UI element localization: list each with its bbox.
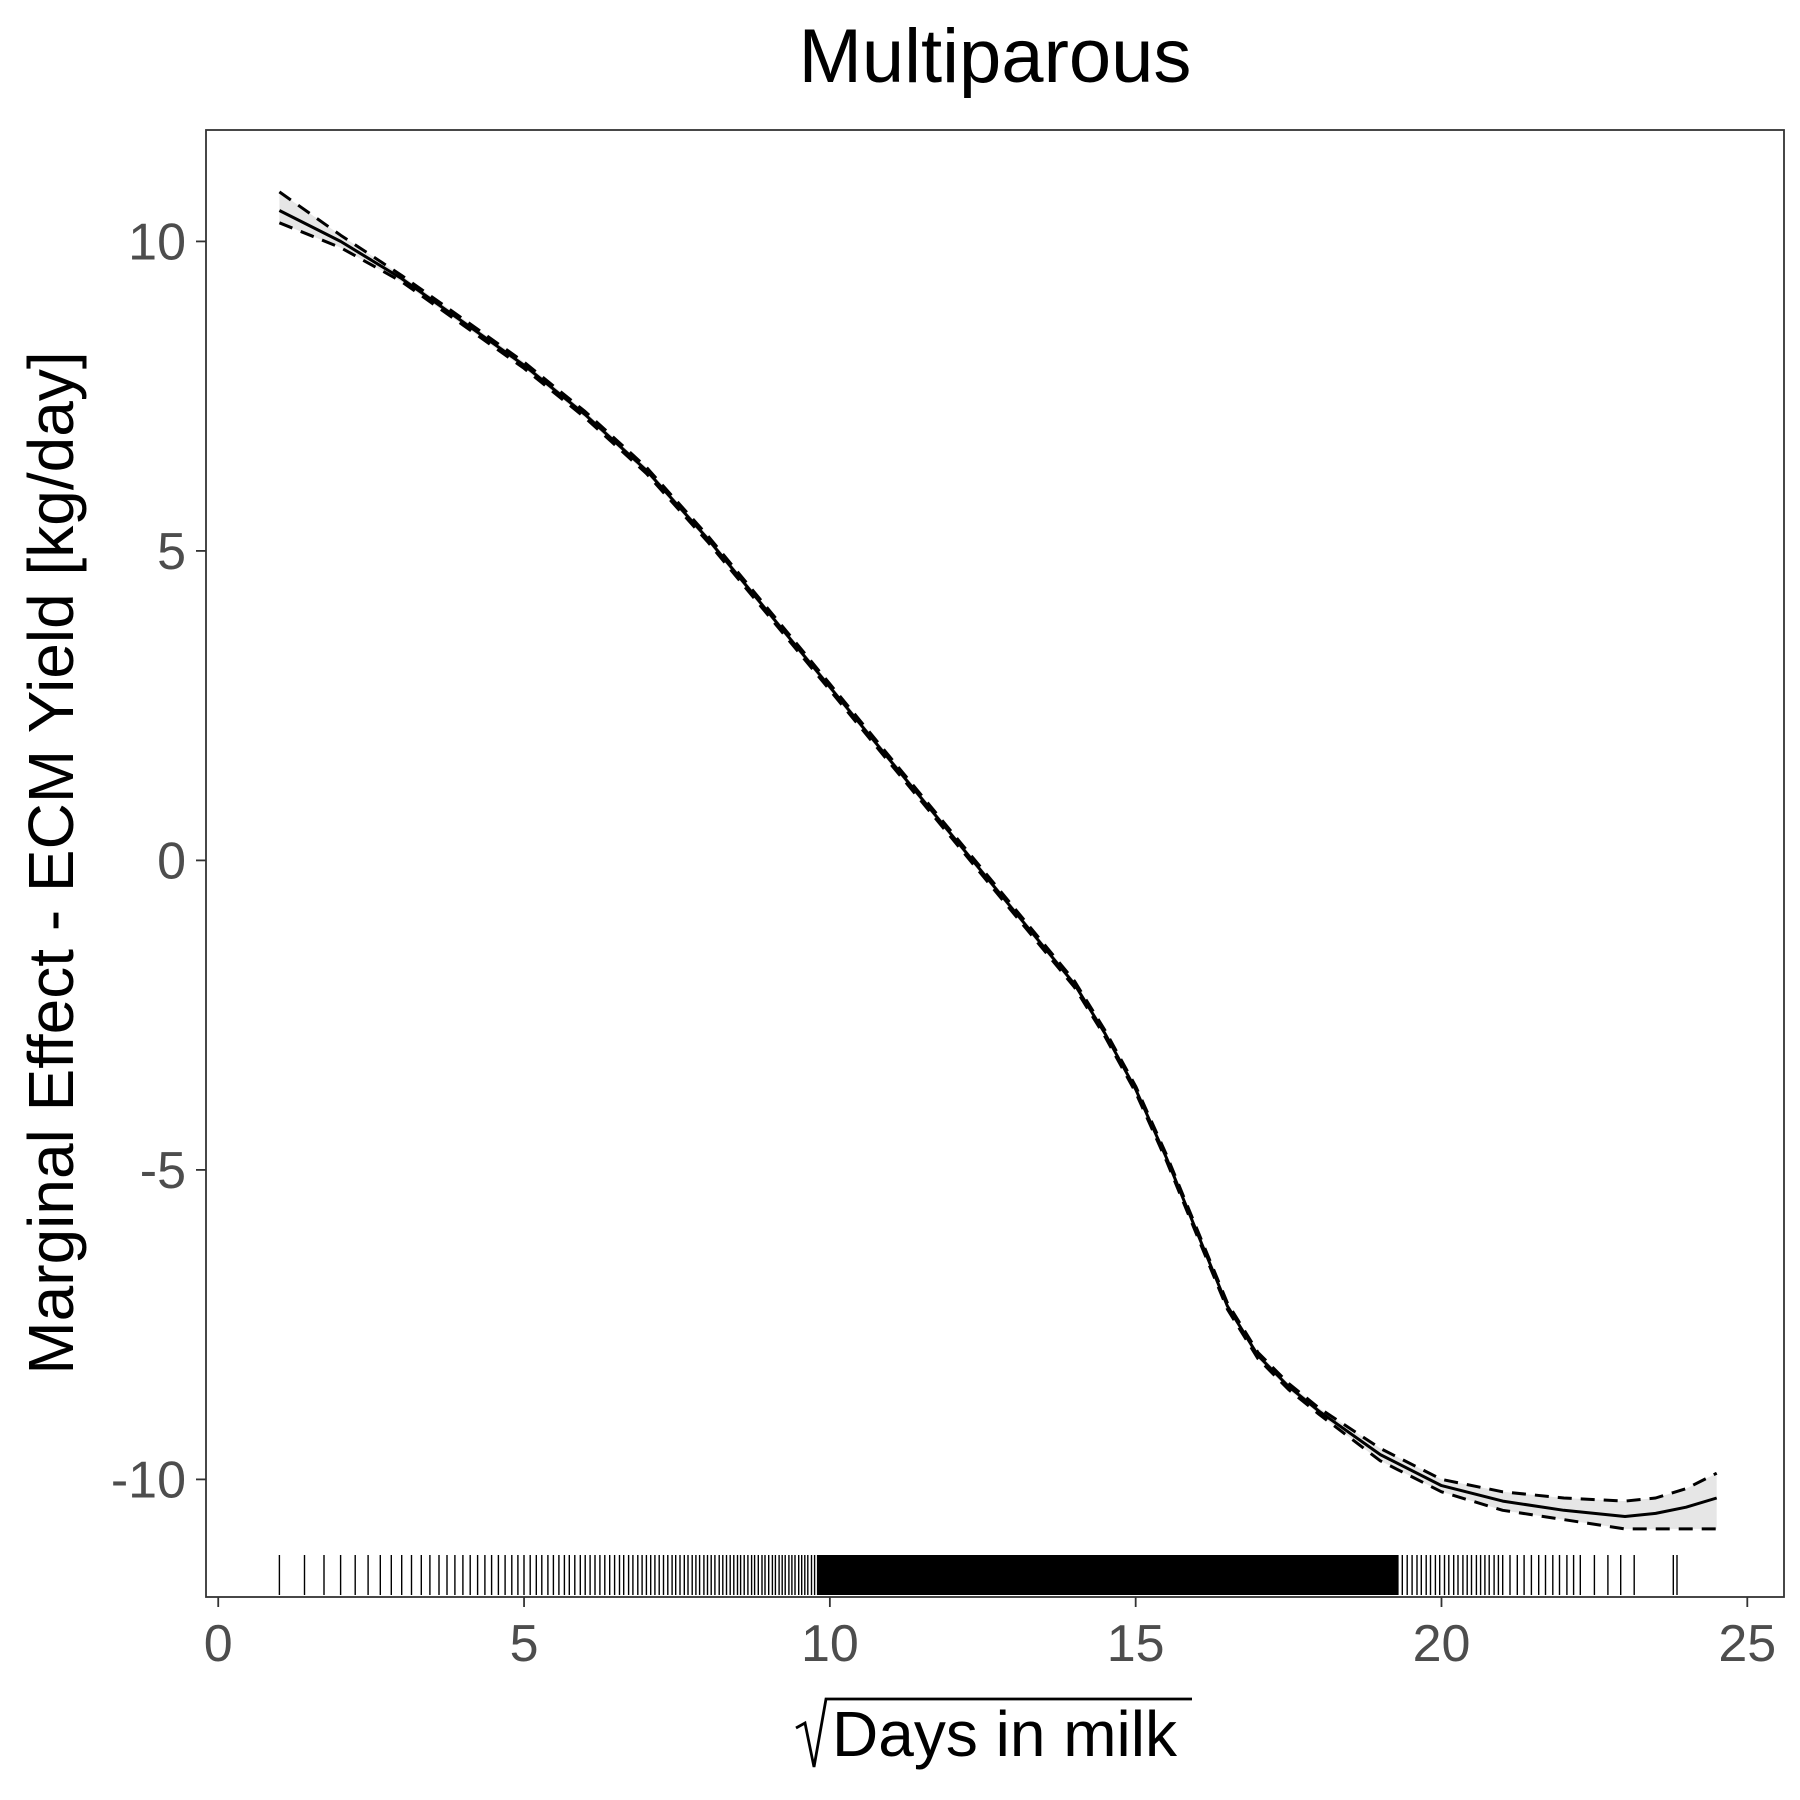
y-tick-label: 5 [157, 523, 186, 581]
x-axis-title: Days in milk [795, 1697, 1192, 1770]
chart-title: Multiparous [799, 14, 1192, 99]
y-tick-label: 0 [157, 832, 186, 890]
y-axis: 10 5 0 -5 -10 [111, 213, 206, 1509]
y-tick-label: -10 [111, 1451, 186, 1509]
y-axis-title: Marginal Effect - ECM Yield [kg/day] [15, 351, 87, 1374]
sqrt-radical-symbol [795, 1697, 1192, 1768]
x-axis: 0 5 10 15 20 25 [204, 1597, 1776, 1673]
x-tick-label: 15 [1107, 1615, 1165, 1673]
plot-panel-border [205, 129, 1785, 1598]
x-tick-label: 5 [510, 1615, 539, 1673]
rug-dense-region [817, 1555, 1399, 1595]
x-tick-label: 25 [1718, 1615, 1776, 1673]
x-tick-label: 0 [204, 1615, 233, 1673]
x-tick-label: 10 [801, 1615, 859, 1673]
upper-bound-line [278, 190, 1718, 1503]
estimate-line [278, 209, 1718, 1518]
x-axis-title-text: Days in milk [832, 1698, 1178, 1770]
rug-marks [278, 1555, 1678, 1595]
y-tick-label: -5 [140, 1142, 186, 1200]
x-tick-label: 20 [1413, 1615, 1471, 1673]
plot-area [278, 190, 1718, 1595]
y-tick-label: 10 [128, 213, 186, 271]
